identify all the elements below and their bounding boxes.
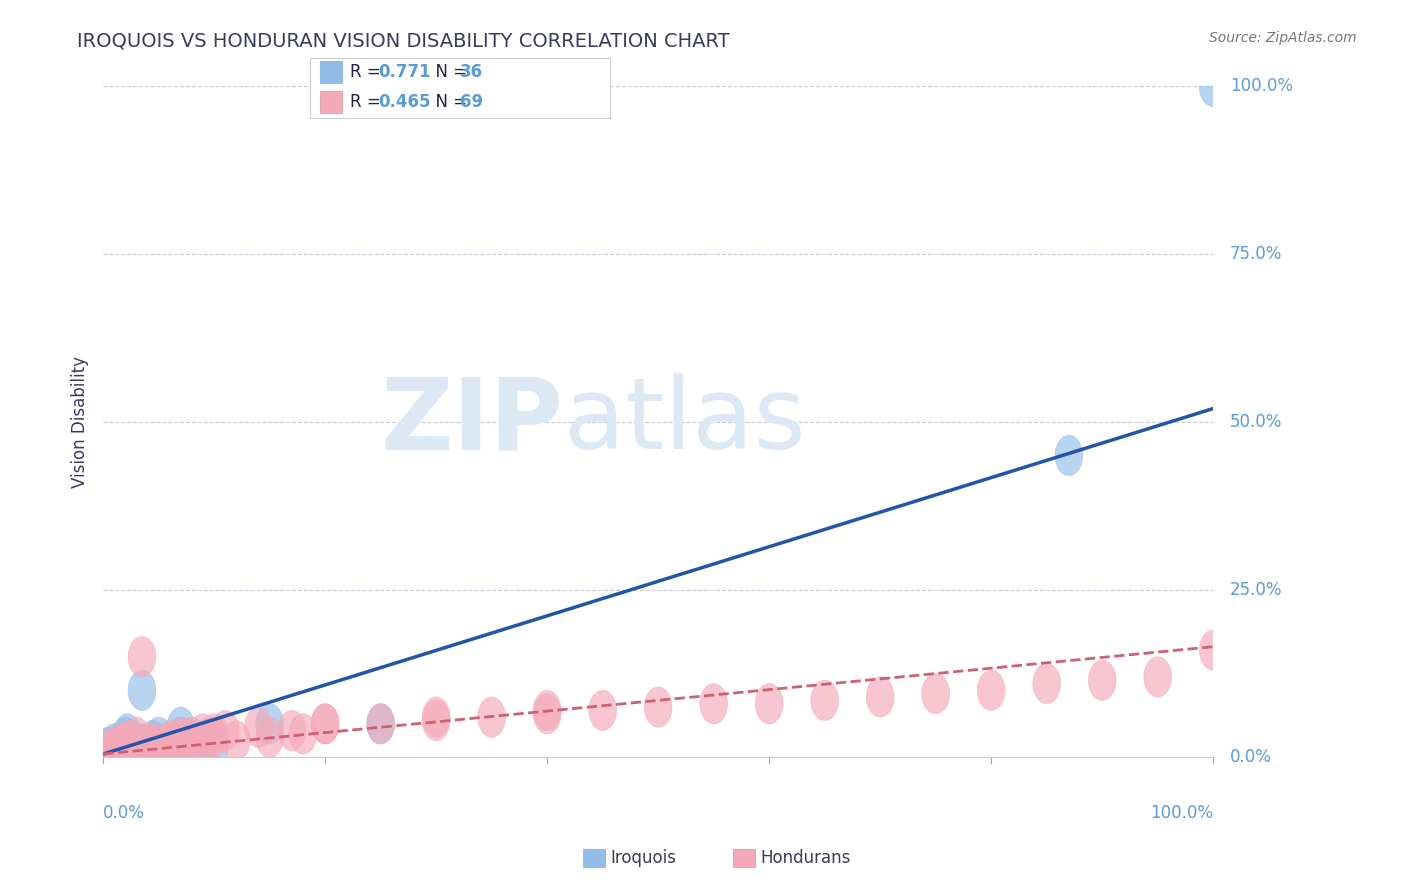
- Text: R =: R =: [350, 63, 387, 81]
- Text: 100.0%: 100.0%: [1230, 78, 1294, 95]
- Text: 0.0%: 0.0%: [1230, 748, 1272, 766]
- Text: 50.0%: 50.0%: [1230, 413, 1282, 431]
- Text: atlas: atlas: [564, 374, 806, 470]
- Text: N =: N =: [425, 93, 472, 112]
- Text: N =: N =: [425, 63, 472, 81]
- Text: 0.465: 0.465: [378, 93, 430, 112]
- Text: 36: 36: [460, 63, 484, 81]
- Text: 25.0%: 25.0%: [1230, 581, 1282, 599]
- Text: Iroquois: Iroquois: [610, 849, 676, 867]
- Text: 75.0%: 75.0%: [1230, 245, 1282, 263]
- Text: 0.771: 0.771: [378, 63, 430, 81]
- Text: R =: R =: [350, 93, 387, 112]
- Text: IROQUOIS VS HONDURAN VISION DISABILITY CORRELATION CHART: IROQUOIS VS HONDURAN VISION DISABILITY C…: [77, 31, 730, 50]
- Text: 0.0%: 0.0%: [103, 805, 145, 822]
- Text: Hondurans: Hondurans: [761, 849, 851, 867]
- Text: 69: 69: [460, 93, 484, 112]
- Text: ZIP: ZIP: [381, 374, 564, 470]
- Text: Source: ZipAtlas.com: Source: ZipAtlas.com: [1209, 31, 1357, 45]
- Text: 100.0%: 100.0%: [1150, 805, 1213, 822]
- Y-axis label: Vision Disability: Vision Disability: [72, 356, 89, 488]
